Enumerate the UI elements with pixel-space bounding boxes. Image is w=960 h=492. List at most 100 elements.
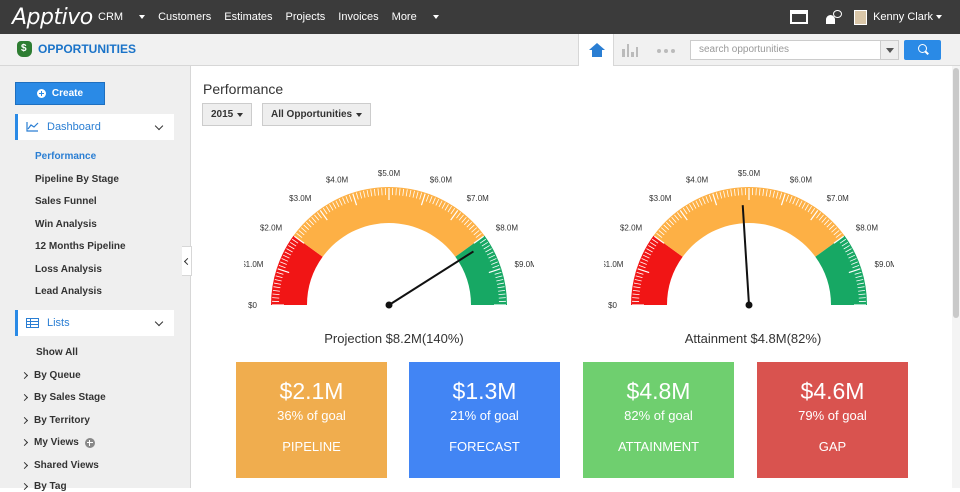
sidebar-collapse-toggle[interactable] <box>182 246 192 276</box>
forecast-label: FORECAST <box>409 439 560 454</box>
create-button-label: Create <box>52 88 83 99</box>
sidebar-item-pipeline-by-stage[interactable]: Pipeline By Stage <box>35 174 119 185</box>
app-title-label[interactable]: OPPORTUNITIES <box>38 42 136 56</box>
add-view-icon[interactable] <box>85 438 95 448</box>
nav-customers[interactable]: Customers <box>158 11 211 23</box>
gauge-tick-label: $3.0M <box>289 194 312 203</box>
sidebar-item-label: By Territory <box>34 415 90 426</box>
forecast-card[interactable]: $1.3M 21% of goal FORECAST <box>409 362 560 478</box>
year-filter-dropdown[interactable]: 2015 <box>202 103 252 126</box>
sidebar-item-label: By Sales Stage <box>34 392 106 403</box>
year-filter-label: 2015 <box>211 109 233 120</box>
projection-gauge-title: Projection $8.2M(140%) <box>249 331 539 346</box>
gap-label: GAP <box>757 439 908 454</box>
attainment-label: ATTAINMENT <box>583 439 734 454</box>
user-settings-icon[interactable] <box>826 10 840 24</box>
home-icon <box>589 43 605 57</box>
sidebar-item-label: Shared Views <box>34 460 99 471</box>
chevron-right-icon <box>21 439 28 446</box>
user-menu[interactable]: Kenny Clark <box>873 11 942 23</box>
sidebar-item-by-tag[interactable]: By Tag <box>22 481 67 492</box>
home-tab[interactable] <box>578 34 614 66</box>
nav-invoices[interactable]: Invoices <box>338 11 378 23</box>
bar-chart-icon[interactable] <box>622 44 638 57</box>
gauge-tick-label: $4.0M <box>326 175 349 184</box>
gauge-tick-label: $1.0M <box>244 260 264 269</box>
scope-filter-label: All Opportunities <box>271 109 352 120</box>
chevron-down-icon <box>936 15 942 19</box>
sidebar-item-sales-funnel[interactable]: Sales Funnel <box>35 196 97 207</box>
sidebar-item-show-all[interactable]: Show All <box>36 347 78 358</box>
dashboard-label: Dashboard <box>47 121 101 133</box>
attainment-gauge-title: Attainment $4.8M(82%) <box>608 331 898 346</box>
plus-circle-icon <box>37 89 46 98</box>
sidebar-item-loss-analysis[interactable]: Loss Analysis <box>35 264 102 275</box>
sidebar-item-12-months-pipeline[interactable]: 12 Months Pipeline <box>35 241 126 252</box>
chevron-right-icon <box>21 462 28 469</box>
chevron-right-icon <box>21 394 28 401</box>
line-chart-icon <box>26 122 39 132</box>
gauge-tick-label: $2.0M <box>620 223 643 232</box>
sidebar-item-label: By Tag <box>34 481 67 492</box>
search-button[interactable] <box>904 40 941 60</box>
gauge-needle-hub <box>746 302 753 309</box>
gauge-needle-hub <box>386 302 393 309</box>
sidebar-item-by-territory[interactable]: By Territory <box>22 415 90 426</box>
gauge-needle <box>389 251 473 305</box>
gauge-tick-label: $9.0M <box>875 260 894 269</box>
sidebar-item-lead-analysis[interactable]: Lead Analysis <box>35 286 102 297</box>
sidebar-item-win-analysis[interactable]: Win Analysis <box>35 219 97 230</box>
dashboard-section-header[interactable]: Dashboard <box>15 114 174 140</box>
attainment-card[interactable]: $4.8M 82% of goal ATTAINMENT <box>583 362 734 478</box>
lists-section-header[interactable]: Lists <box>15 310 174 336</box>
nav-estimates[interactable]: Estimates <box>224 11 272 23</box>
gap-percent: 79% of goal <box>757 408 908 423</box>
sidebar-item-by-queue[interactable]: By Queue <box>22 370 81 381</box>
chevron-down-icon <box>155 122 163 130</box>
sidebar-item-my-views[interactable]: My Views <box>22 437 95 448</box>
nav-crm[interactable]: CRM <box>98 11 145 23</box>
sidebar-item-shared-views[interactable]: Shared Views <box>22 460 99 471</box>
avatar[interactable] <box>854 10 867 25</box>
nav-more[interactable]: More <box>392 11 439 23</box>
gauge-tick-label: $9.0M <box>515 260 534 269</box>
create-button[interactable]: Create <box>15 82 105 105</box>
gauge-tick-label: $7.0M <box>467 194 490 203</box>
scope-filter-dropdown[interactable]: All Opportunities <box>262 103 371 126</box>
gauge-tick-label: $8.0M <box>856 223 879 232</box>
attainment-gauge: $0$1.0M$2.0M$3.0M$4.0M$5.0M$6.0M$7.0M$8.… <box>604 160 894 320</box>
gauge-tick-label: $4.0M <box>686 175 709 184</box>
forecast-percent: 21% of goal <box>409 408 560 423</box>
user-name: Kenny Clark <box>873 11 933 23</box>
page-scrollbar[interactable] <box>952 66 960 488</box>
money-bag-icon <box>17 41 32 57</box>
pipeline-label: PIPELINE <box>236 439 387 454</box>
gauge-tick-label: $7.0M <box>827 194 850 203</box>
apptivo-logo[interactable]: Apptivo <box>12 5 90 30</box>
more-dots-icon[interactable] <box>657 49 675 53</box>
gauge-tick-label: $6.0M <box>430 175 453 184</box>
app-title: OPPORTUNITIES <box>17 41 136 57</box>
pipeline-card[interactable]: $2.1M 36% of goal PIPELINE <box>236 362 387 478</box>
sidebar-item-performance[interactable]: Performance <box>35 151 96 162</box>
app-header: OPPORTUNITIES search opportunities <box>0 34 960 66</box>
nav-more-label: More <box>392 11 417 23</box>
gauge-tick-label: $5.0M <box>738 169 761 178</box>
search-input[interactable]: search opportunities <box>690 40 899 60</box>
projection-gauge: $0$1.0M$2.0M$3.0M$4.0M$5.0M$6.0M$7.0M$8.… <box>244 160 534 320</box>
sidebar-item-by-sales-stage[interactable]: By Sales Stage <box>22 392 106 403</box>
nav-crm-label: CRM <box>98 11 123 23</box>
top-navigation-bar: Apptivo CRM Customers Estimates Projects… <box>0 0 960 34</box>
store-icon[interactable] <box>790 10 808 24</box>
pipeline-amount: $2.1M <box>236 378 387 405</box>
table-icon <box>26 318 39 328</box>
scrollbar-thumb[interactable] <box>953 68 959 318</box>
attainment-amount: $4.8M <box>583 378 734 405</box>
user-area: Kenny Clark <box>790 0 942 34</box>
lists-label: Lists <box>47 317 70 329</box>
gauge-tick-label: $8.0M <box>496 223 519 232</box>
search-dropdown-button[interactable] <box>880 40 899 60</box>
gap-card[interactable]: $4.6M 79% of goal GAP <box>757 362 908 478</box>
nav-projects[interactable]: Projects <box>286 11 326 23</box>
forecast-amount: $1.3M <box>409 378 560 405</box>
